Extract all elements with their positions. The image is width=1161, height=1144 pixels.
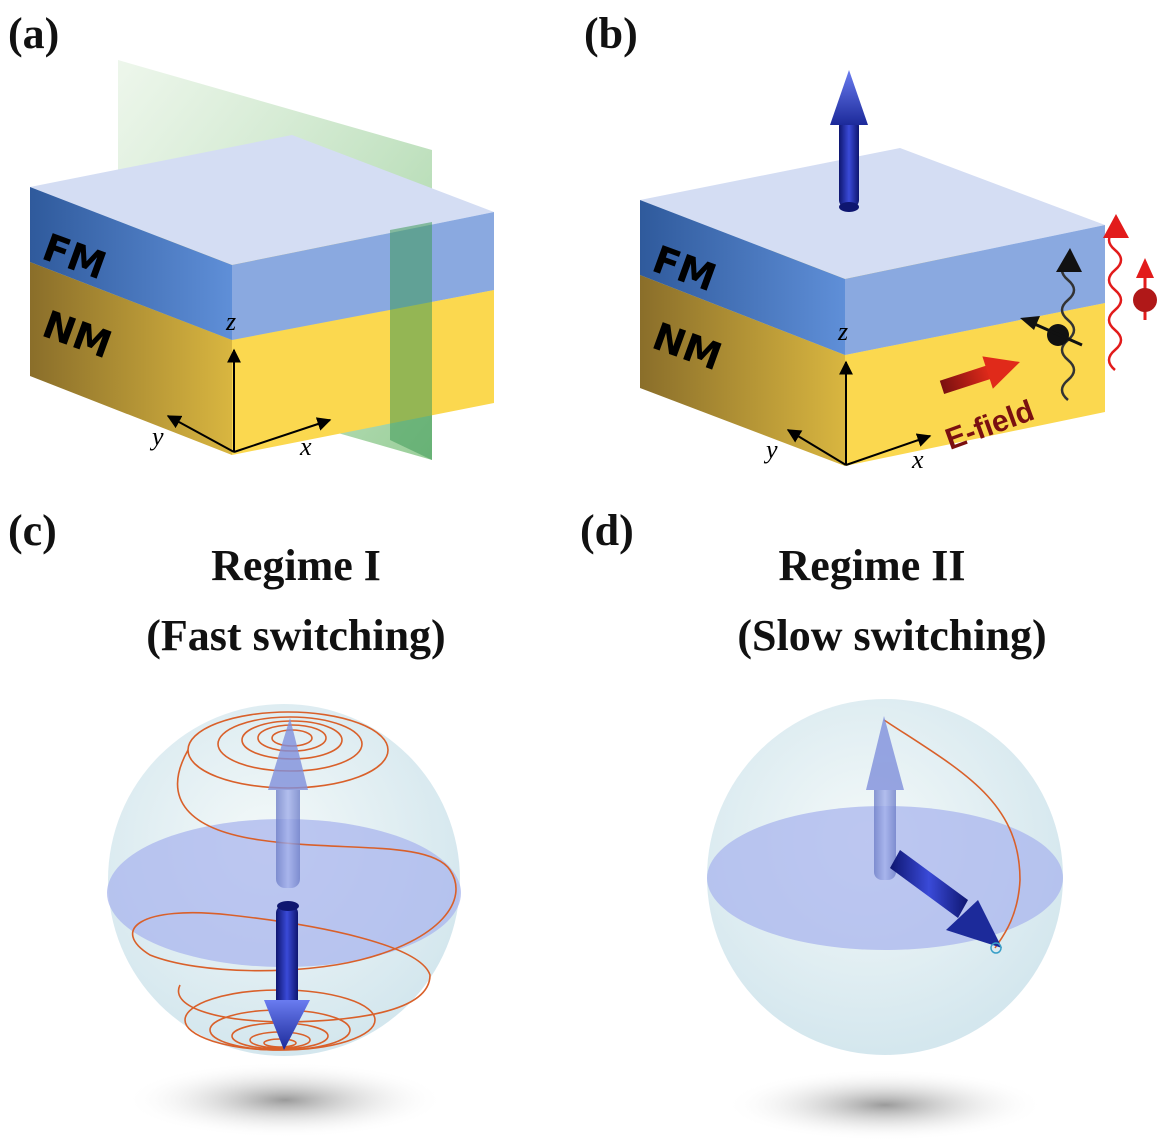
nm-layer-side	[845, 303, 1105, 466]
x-axis	[233, 417, 332, 453]
panel-d: (d) Regime II (Slow switching)	[580, 506, 1063, 1141]
final-magnetization-arrow	[890, 850, 1002, 954]
z-axis-label: z	[837, 317, 848, 346]
fm-layer-front	[640, 200, 845, 355]
initial-magnetization-arrow	[268, 718, 308, 888]
fm-layer-top	[640, 148, 1105, 279]
panel-c: (c) Regime I (Fast switching)	[8, 506, 461, 1138]
x-axis	[845, 433, 932, 466]
nm-layer-front	[30, 262, 232, 455]
panel-b: (b) FM NM E-field	[584, 9, 1157, 474]
sphere-shadow	[125, 1062, 445, 1138]
y-axis	[166, 415, 235, 453]
sphere-shadow	[725, 1069, 1045, 1141]
panel-d-label: (d)	[580, 506, 634, 555]
regime-subtitle: (Slow switching)	[737, 611, 1046, 660]
fm-layer-top	[30, 135, 494, 265]
y-axis-label: y	[149, 422, 164, 451]
initial-magnetization-arrow	[866, 716, 904, 880]
panel-b-label: (b)	[584, 9, 638, 58]
panel-c-label: (c)	[8, 506, 57, 555]
x-axis-label: x	[299, 432, 312, 461]
spin-electron-up	[1103, 214, 1157, 371]
panel-a: (a) FM NM z x y	[8, 9, 494, 461]
nm-layer-front	[640, 275, 845, 466]
fm-layer-side	[845, 225, 1105, 355]
symmetry-plane-front	[390, 222, 432, 460]
regime-title: Regime II	[779, 541, 966, 590]
y-axis	[786, 429, 847, 466]
magnetization-arrow-up	[830, 70, 868, 212]
x-axis-label: x	[911, 445, 924, 474]
equatorial-plane	[107, 819, 461, 967]
e-field-arrow	[939, 356, 1020, 395]
fm-layer-front	[30, 187, 232, 340]
regime-subtitle: (Fast switching)	[146, 611, 445, 660]
regime-title: Regime I	[211, 541, 381, 590]
panel-a-label: (a)	[8, 9, 59, 58]
switching-trajectory	[883, 719, 1021, 949]
z-axis-label: z	[225, 307, 236, 336]
spin-electron-down	[1020, 248, 1083, 401]
y-axis-label: y	[763, 435, 778, 464]
final-magnetization-arrow	[264, 901, 310, 1050]
